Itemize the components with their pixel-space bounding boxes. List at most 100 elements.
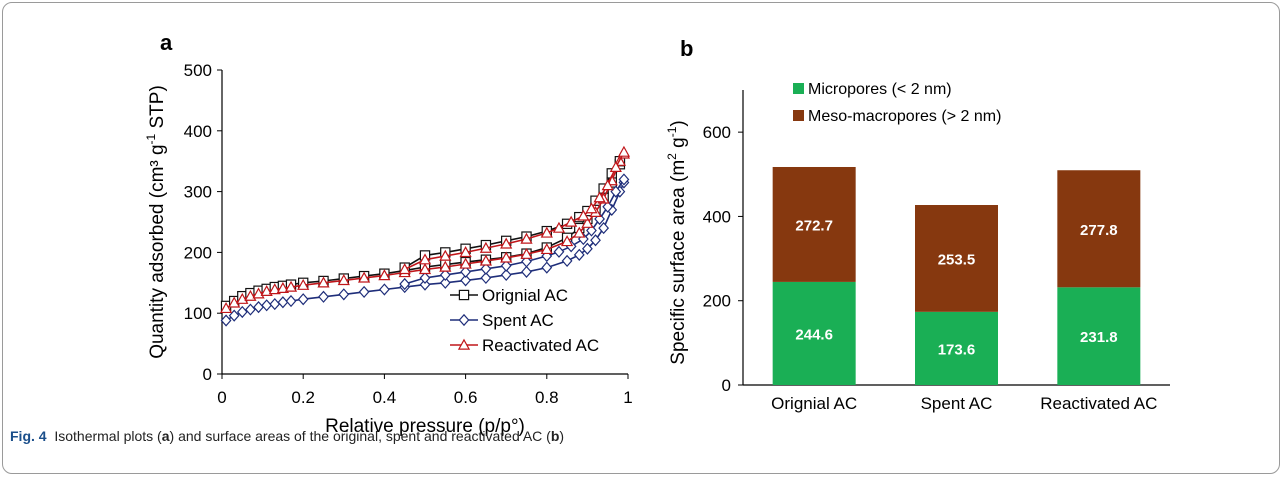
y-tick-label-a: 0 — [203, 365, 212, 384]
data-point — [399, 277, 411, 291]
data-point — [480, 271, 492, 285]
x-axis-label-a: Relative pressure (p/p°) — [325, 416, 525, 437]
data-point — [269, 297, 281, 311]
data-point — [594, 212, 605, 226]
data-point — [418, 253, 432, 265]
data-point — [419, 278, 431, 291]
data-point — [540, 243, 553, 255]
data-point — [439, 260, 452, 272]
isotherm-line-desorption — [404, 151, 625, 271]
caption-text-2: ) and surface areas of the original, spe… — [169, 428, 551, 444]
caption-text-3: ) — [559, 428, 565, 444]
data-point — [268, 283, 281, 295]
data-point — [398, 263, 411, 275]
y-tick-label-a: 100 — [184, 304, 212, 323]
data-point — [601, 179, 614, 191]
figure-label: Fig. 4 — [10, 428, 47, 444]
data-point — [598, 221, 610, 235]
data-point — [602, 200, 614, 213]
data-point — [317, 276, 330, 288]
data-point — [520, 247, 533, 259]
y-tick-label-a: 200 — [184, 243, 212, 262]
data-point — [418, 263, 432, 275]
data-point — [500, 237, 513, 249]
data-point — [540, 226, 553, 238]
y-tick-label-a: 300 — [184, 183, 212, 202]
y-tick-label-a: 400 — [184, 122, 212, 141]
data-point — [378, 283, 390, 296]
panel-label-a: a — [160, 30, 173, 55]
isotherm-chart: a 0 100 200 300 400 500 0 0.2 0.4 0.6 0.8 1 Relative … — [144, 30, 633, 437]
data-point — [479, 254, 493, 266]
data-point — [236, 305, 248, 319]
legend-marker-a — [458, 289, 470, 301]
x-tick-label-a: 0.4 — [373, 388, 397, 407]
data-point — [276, 281, 290, 293]
data-point — [460, 274, 472, 287]
data-point — [581, 216, 594, 228]
isotherm-line-desorption — [404, 178, 625, 285]
data-point — [253, 301, 264, 314]
data-point — [459, 257, 472, 269]
data-point — [590, 234, 601, 247]
data-point — [552, 221, 566, 233]
series-a-2 — [219, 145, 631, 314]
legend-label-a: Orignial AC — [482, 286, 568, 305]
data-point — [236, 292, 249, 304]
x-tick-label-a: 0 — [217, 388, 226, 407]
data-point — [284, 280, 298, 292]
data-point — [277, 296, 289, 309]
data-point — [565, 215, 578, 227]
data-point — [586, 224, 597, 237]
legend-marker-a — [457, 338, 471, 350]
x-tick-label-a: 0.2 — [291, 388, 315, 407]
data-point — [318, 290, 329, 303]
data-point — [219, 301, 233, 314]
data-point — [297, 278, 310, 290]
data-point — [577, 209, 590, 221]
data-point — [439, 249, 452, 261]
caption-b: b — [550, 428, 560, 444]
data-point — [358, 285, 370, 299]
data-point — [521, 265, 532, 278]
figure-caption: Fig. 4 Isothermal plots (a) and surface … — [10, 428, 564, 444]
data-point — [285, 294, 297, 308]
x-tick-label-a: 1 — [623, 388, 632, 407]
data-point — [520, 232, 533, 244]
data-point — [338, 288, 350, 301]
data-point — [479, 241, 493, 253]
series-a-1 — [220, 173, 630, 327]
data-point — [617, 145, 631, 157]
data-point — [419, 271, 431, 285]
data-point — [439, 276, 451, 289]
data-point — [228, 296, 241, 308]
x-tick-label-a: 0.6 — [454, 388, 478, 407]
data-point — [378, 269, 391, 281]
data-point — [439, 268, 451, 282]
data-point — [500, 268, 512, 282]
caption-text-1: Isothermal plots ( — [54, 428, 162, 444]
data-point — [500, 251, 513, 263]
y-axis-label-a: Quantity adsorbed (cm³ g-1 STP) — [144, 85, 168, 359]
data-point — [553, 245, 565, 258]
data-point — [573, 248, 585, 261]
legend-marker-a — [458, 313, 470, 327]
data-point — [337, 274, 350, 286]
data-point — [560, 235, 574, 247]
data-point — [459, 246, 472, 258]
data-point — [480, 262, 492, 275]
data-point — [261, 299, 273, 312]
legend-label-a: Spent AC — [482, 311, 554, 330]
data-point — [460, 265, 472, 278]
data-point — [541, 261, 553, 274]
legend-label-a: Reactivated AC — [482, 336, 599, 355]
data-point — [585, 202, 598, 214]
data-point — [609, 160, 622, 172]
data-point — [618, 173, 630, 186]
x-tick-label-a: 0.8 — [535, 388, 559, 407]
data-point — [573, 226, 586, 238]
data-point — [500, 259, 512, 272]
data-point — [357, 271, 371, 283]
data-point — [593, 191, 606, 203]
